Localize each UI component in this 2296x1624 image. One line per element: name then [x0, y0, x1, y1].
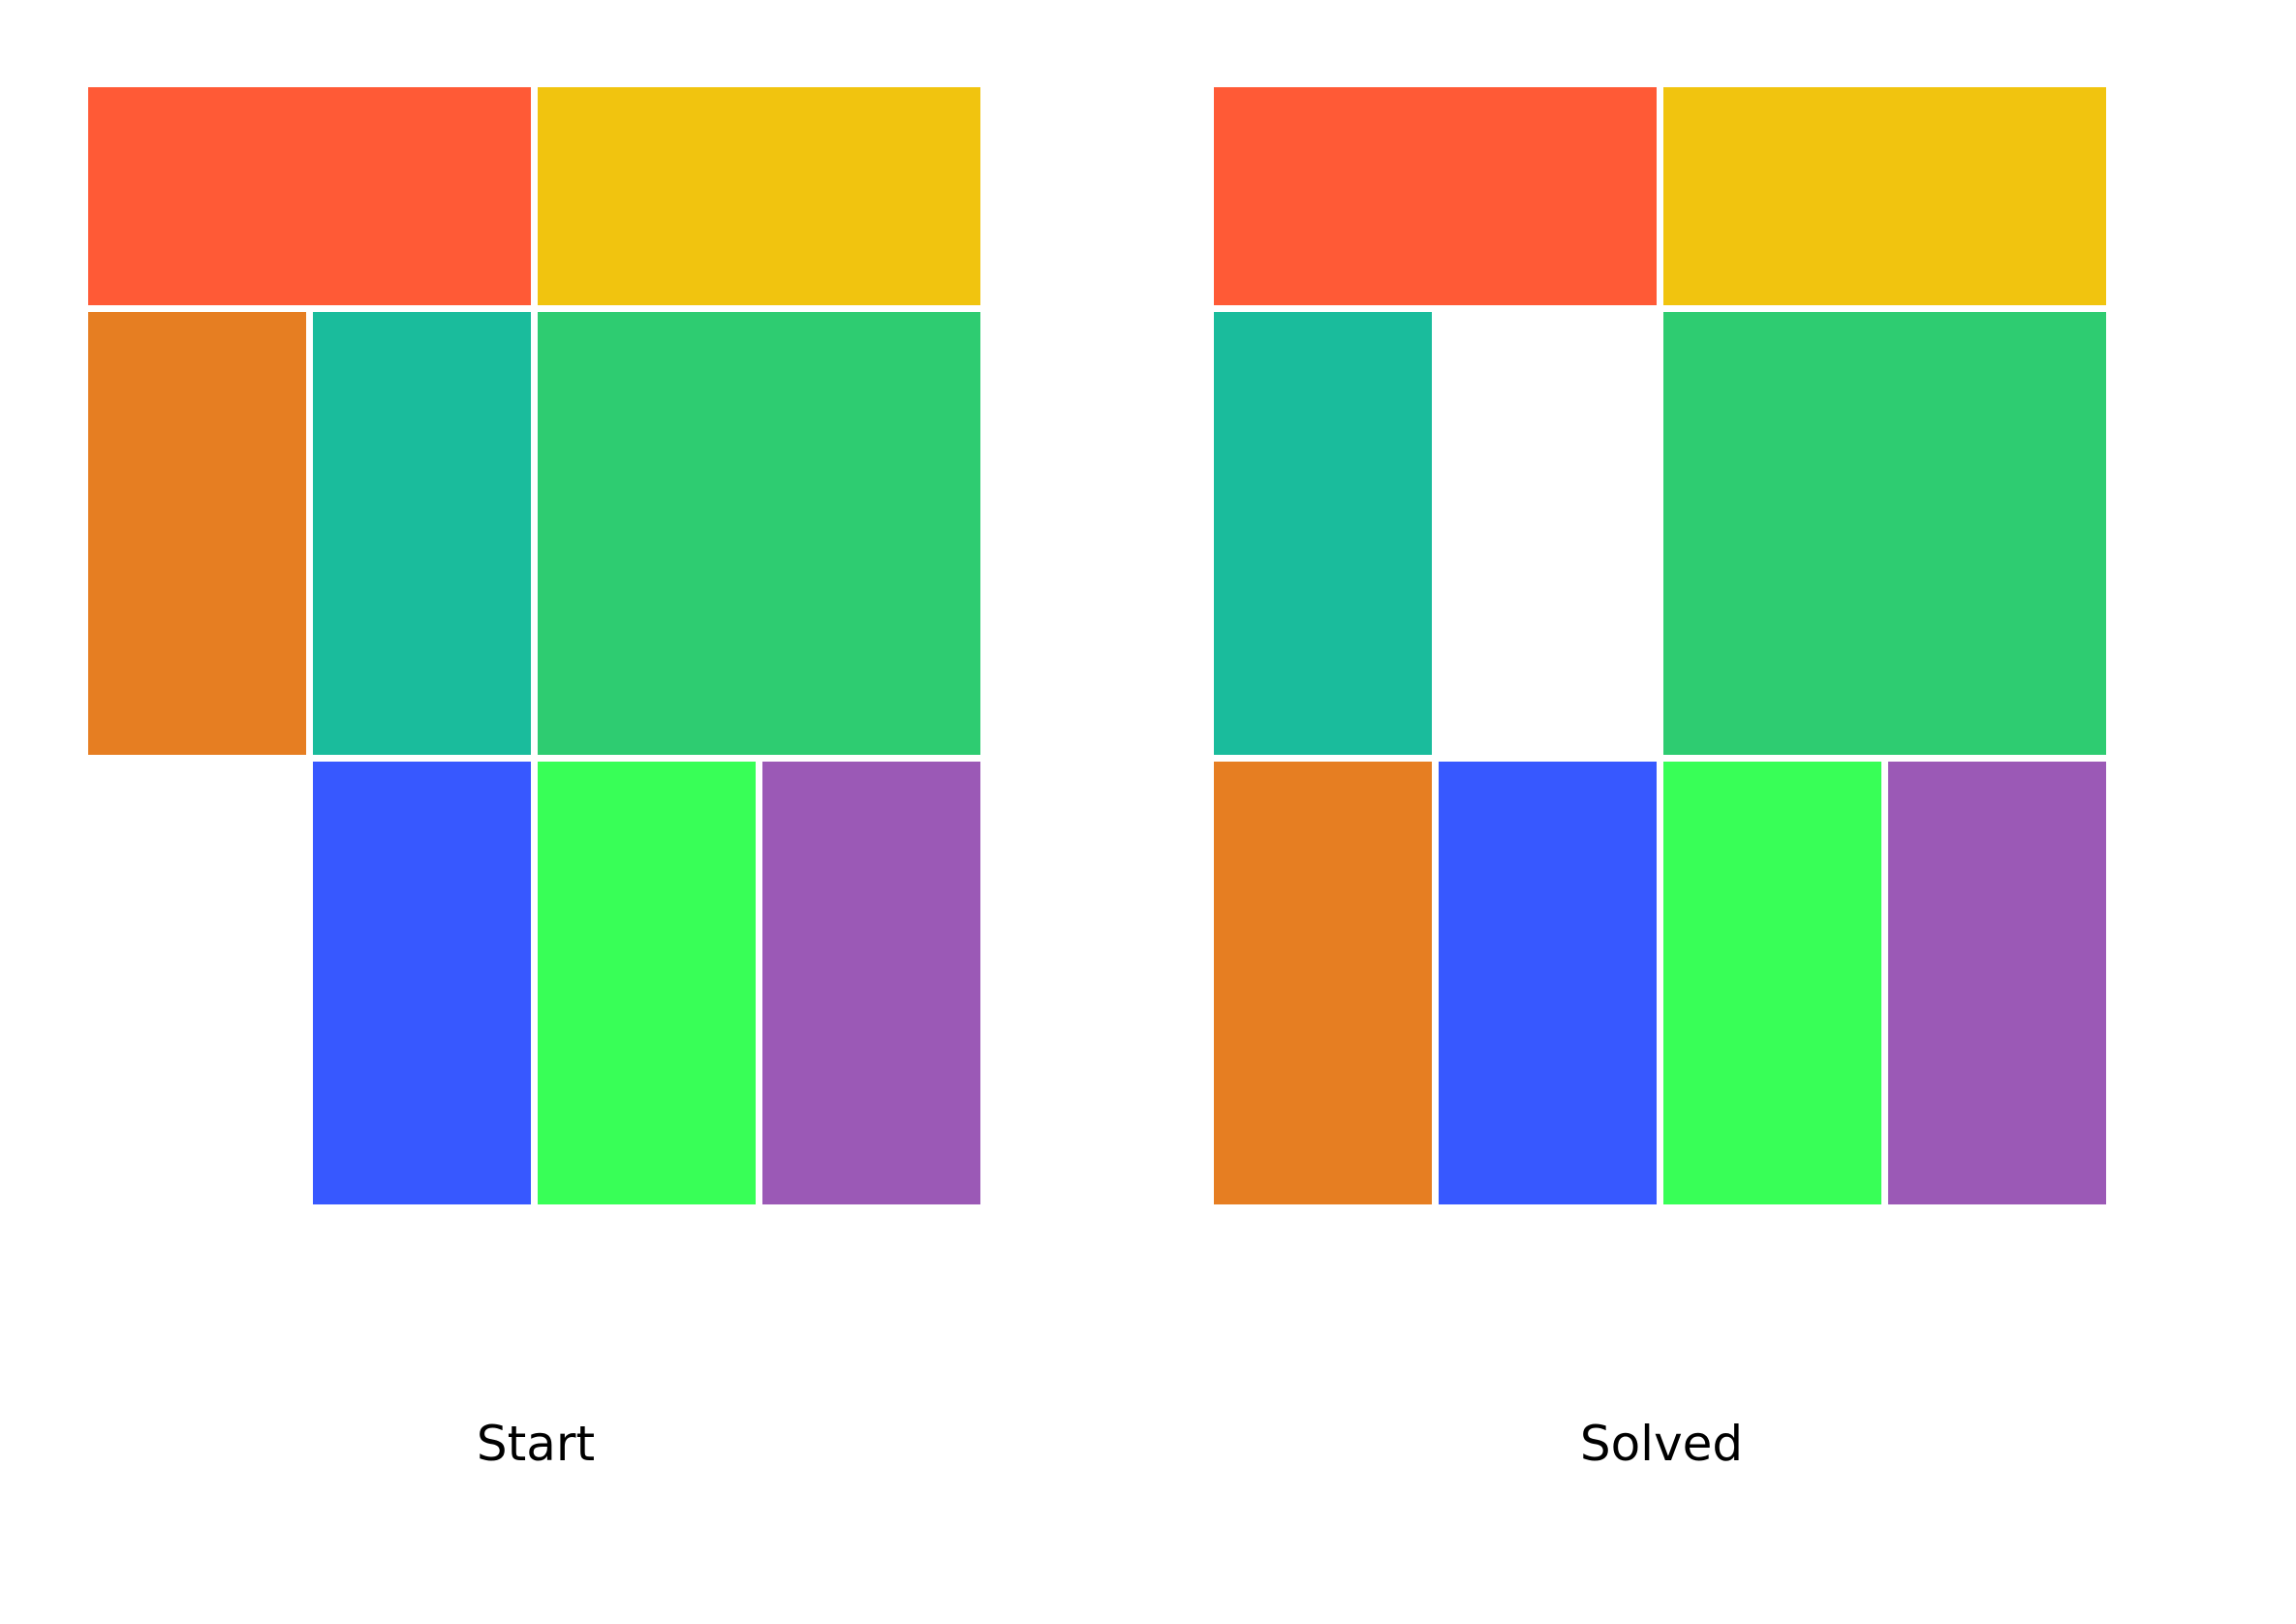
solved-caption: Solved: [1579, 1416, 1744, 1472]
piece-red[interactable]: [88, 87, 531, 305]
piece-green[interactable]: [1663, 312, 2106, 755]
piece-lime[interactable]: [1663, 762, 1881, 1204]
piece-orange[interactable]: [88, 312, 306, 755]
piece-yellow[interactable]: [1663, 87, 2106, 305]
piece-teal[interactable]: [1214, 312, 1432, 755]
piece-blue[interactable]: [1439, 762, 1657, 1204]
piece-yellow[interactable]: [538, 87, 980, 305]
piece-teal[interactable]: [313, 312, 531, 755]
start-board: [88, 87, 983, 1211]
piece-blue[interactable]: [313, 762, 531, 1204]
piece-green[interactable]: [538, 312, 980, 755]
start-caption: Start: [476, 1416, 596, 1472]
piece-lime[interactable]: [538, 762, 756, 1204]
piece-orange[interactable]: [1214, 762, 1432, 1204]
piece-red[interactable]: [1214, 87, 1657, 305]
piece-purple[interactable]: [1888, 762, 2106, 1204]
piece-purple[interactable]: [762, 762, 980, 1204]
solved-board: [1214, 87, 2109, 1211]
